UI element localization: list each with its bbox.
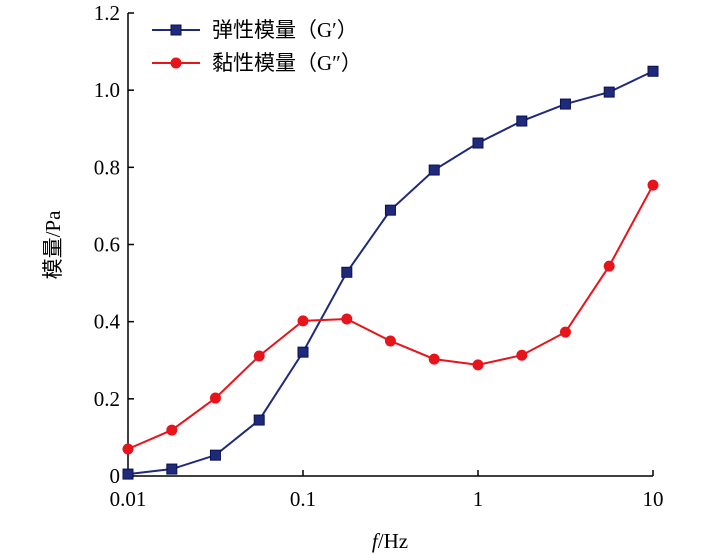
axes: [127, 13, 653, 477]
x-tick-label: 10: [643, 487, 664, 511]
x-axis-label-var: f: [372, 529, 381, 553]
data-point: [559, 98, 571, 110]
data-point: [209, 392, 221, 404]
data-point: [603, 260, 615, 272]
data-point: [472, 359, 484, 371]
ticks: 0 0.2 0.4 0.6 0.8 1.0 1.2 0.01 0.1 1 10: [94, 1, 664, 511]
data-point: [647, 179, 659, 191]
data-point: [647, 65, 659, 77]
y-axis-label: 模量/Pa: [41, 210, 65, 280]
y-tick-label: 0.8: [94, 155, 120, 179]
legend-label: 黏性模量（G″）: [212, 51, 362, 75]
data-point: [384, 335, 396, 347]
data-point: [603, 86, 615, 98]
y-tick-label: 0.2: [94, 387, 120, 411]
y-tick-label: 1.0: [94, 78, 120, 102]
x-tick-label: 0.1: [290, 487, 316, 511]
data-point: [472, 137, 484, 149]
data-point: [559, 326, 571, 338]
legend-marker: [170, 24, 182, 36]
data-point: [384, 204, 396, 216]
legend-marker: [170, 57, 182, 69]
y-tick-label: 0.6: [94, 233, 120, 257]
legend: 弹性模量（G′） 黏性模量（G″）: [152, 18, 362, 75]
data-point: [166, 424, 178, 436]
x-tick-label: 0.01: [110, 487, 147, 511]
data-point: [253, 350, 265, 362]
data-point: [166, 463, 178, 475]
data-point: [297, 315, 309, 327]
data-point: [122, 468, 134, 480]
data-point: [428, 164, 440, 176]
data-point: [516, 349, 528, 361]
y-tick-label: 1.2: [94, 1, 120, 25]
data-point: [516, 115, 528, 127]
data-point: [253, 414, 265, 426]
x-axis-label: f/Hz: [372, 529, 408, 553]
plot-area: [122, 65, 659, 480]
series-line: [127, 70, 654, 476]
series-line: [127, 184, 654, 450]
data-point: [209, 449, 221, 461]
y-tick-label: 0: [110, 464, 121, 488]
data-point: [428, 353, 440, 365]
x-tick-label: 1: [473, 487, 484, 511]
data-point: [122, 443, 134, 455]
data-point: [341, 266, 353, 278]
y-tick-label: 0.4: [94, 310, 121, 334]
series-2: [122, 179, 659, 455]
data-point: [341, 313, 353, 325]
series-1: [122, 65, 659, 480]
legend-label: 弹性模量（G′）: [212, 18, 358, 42]
x-axis-label-unit: /Hz: [378, 529, 408, 553]
data-point: [297, 346, 309, 358]
